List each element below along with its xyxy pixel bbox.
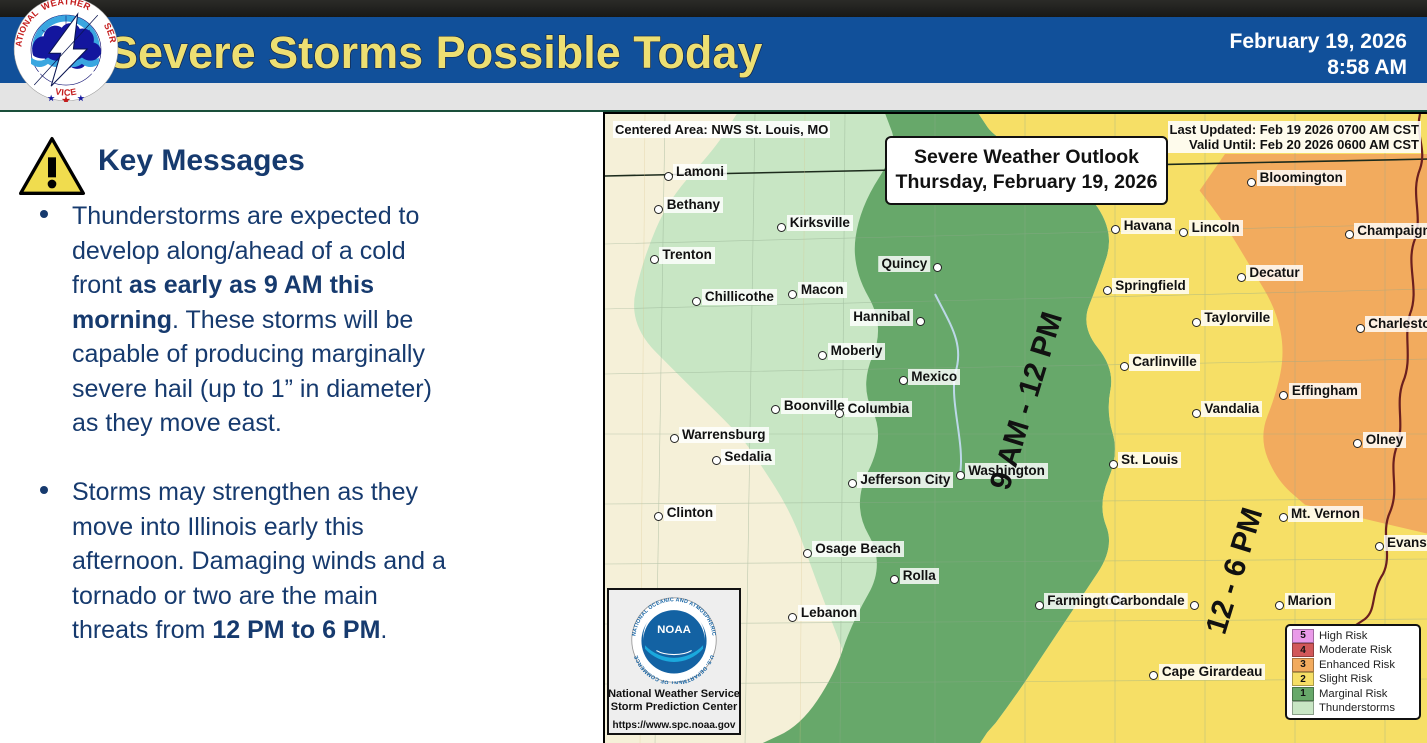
svg-text:NOAA: NOAA	[657, 624, 691, 636]
